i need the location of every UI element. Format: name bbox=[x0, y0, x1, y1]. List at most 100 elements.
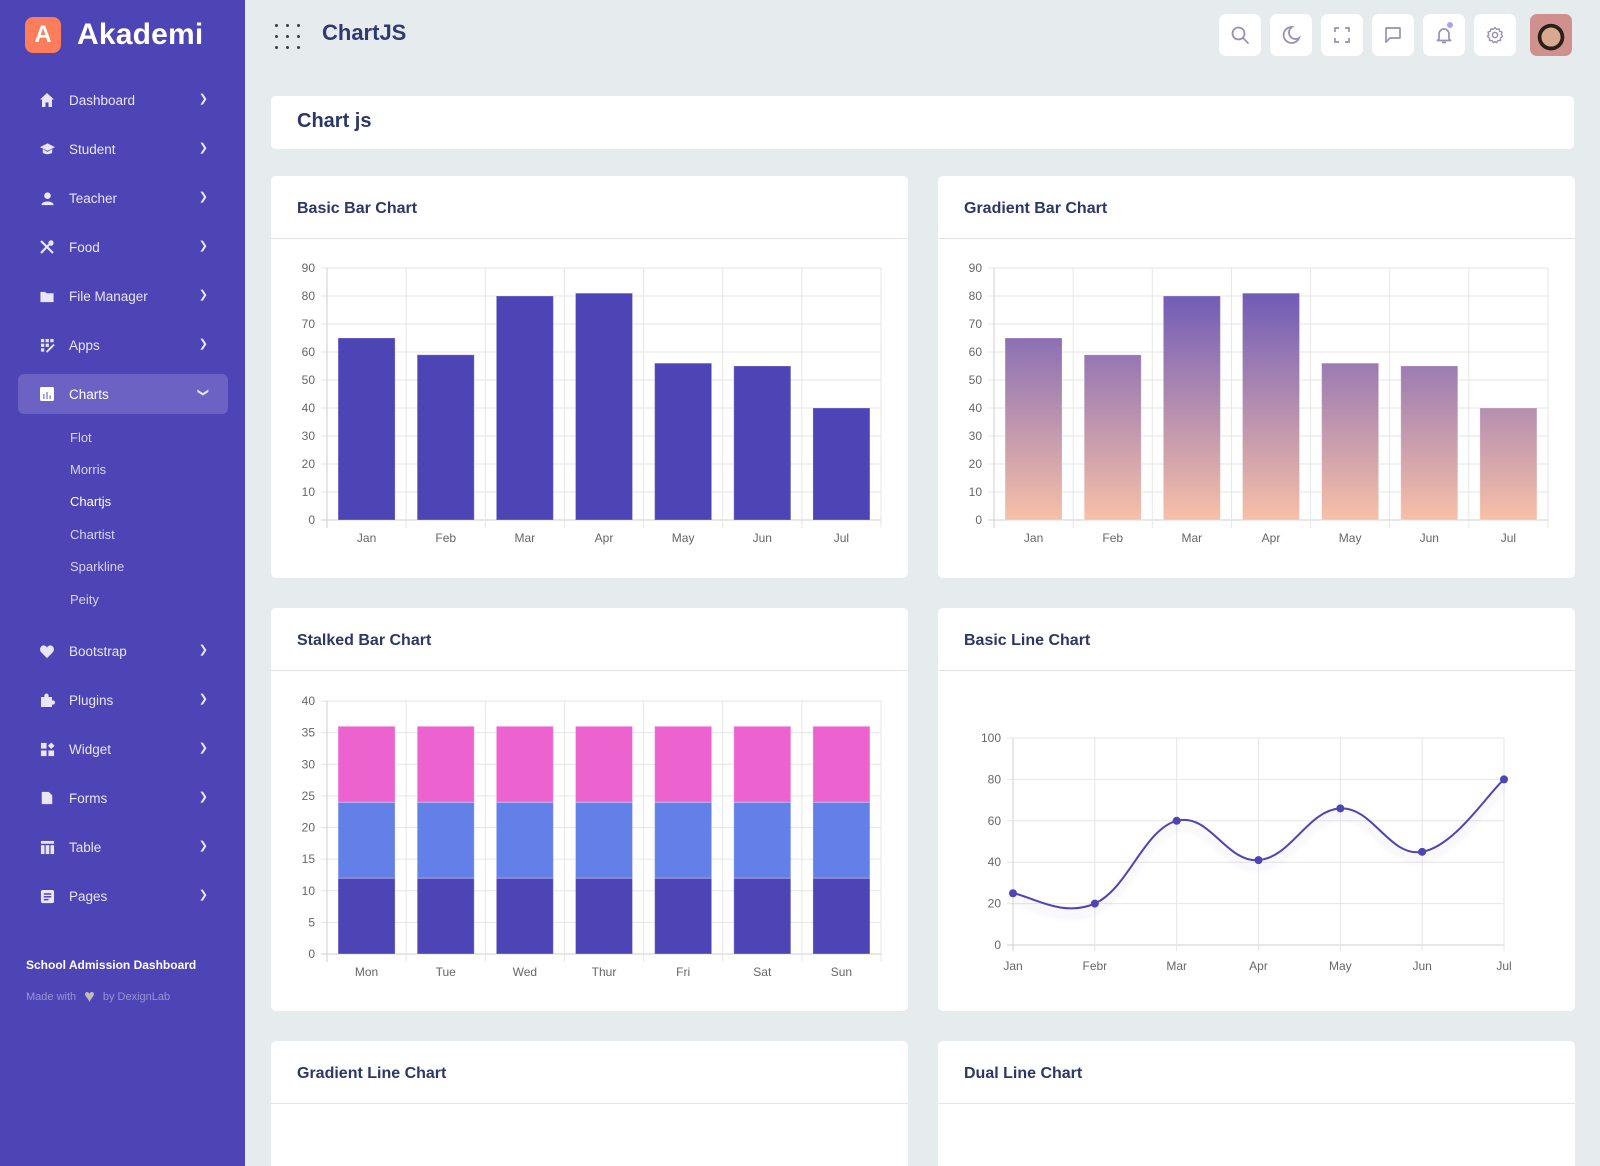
x-tick-label: Apr bbox=[1249, 959, 1268, 973]
sidebar-item-label: Teacher bbox=[69, 190, 118, 206]
bar-segment-wed-s1 bbox=[495, 877, 554, 955]
x-tick-label: Mon bbox=[355, 965, 378, 979]
y-tick-label: 20 bbox=[969, 457, 983, 471]
submenu-item-morris[interactable]: Morris bbox=[70, 462, 107, 478]
bar-segment-mon-s1 bbox=[337, 877, 396, 955]
sidebar-item-file-manager[interactable]: File Manager ❯ bbox=[18, 276, 228, 316]
footer-title: School Admission Dashboard bbox=[26, 958, 197, 972]
bar-segment-tue-s2 bbox=[416, 801, 475, 879]
sidebar-item-dashboard[interactable]: Dashboard ❯ bbox=[18, 80, 228, 120]
bar-segment-wed-s3 bbox=[495, 725, 554, 803]
sidebar-item-table[interactable]: Table ❯ bbox=[18, 827, 228, 867]
chevron-right-icon: ❯ bbox=[198, 338, 208, 350]
chevron-right-icon: ❯ bbox=[198, 289, 208, 301]
card-title: Basic Bar Chart bbox=[271, 176, 908, 239]
x-tick-label: Jul bbox=[1501, 531, 1516, 545]
theme-toggle-button[interactable] bbox=[1270, 14, 1312, 56]
y-tick-label: 50 bbox=[302, 373, 316, 387]
chevron-right-icon: ❯ bbox=[198, 889, 208, 902]
y-tick-label: 25 bbox=[302, 789, 316, 803]
y-tick-label: 15 bbox=[302, 852, 316, 866]
brand-logo: A bbox=[25, 17, 61, 53]
user-avatar[interactable] bbox=[1530, 14, 1572, 56]
x-tick-label: Jul bbox=[834, 531, 849, 545]
y-tick-label: 10 bbox=[302, 884, 316, 898]
header-actions bbox=[1210, 14, 1572, 56]
x-tick-label: Jun bbox=[1420, 531, 1439, 545]
sidebar-item-teacher[interactable]: Teacher ❯ bbox=[18, 178, 228, 218]
data-point-mar bbox=[1172, 816, 1181, 825]
card-title: Dual Line Chart bbox=[938, 1041, 1575, 1104]
y-tick-label: 40 bbox=[988, 855, 1002, 869]
bar-segment-sat-s2 bbox=[733, 801, 792, 879]
submenu-item-flot[interactable]: Flot bbox=[70, 429, 92, 445]
search-button[interactable] bbox=[1219, 14, 1261, 56]
heart-icon: ♥ bbox=[84, 986, 95, 1006]
sidebar-item-bootstrap[interactable]: Bootstrap ❯ bbox=[18, 631, 228, 671]
x-tick-label: Mar bbox=[515, 531, 536, 545]
search-icon bbox=[1231, 26, 1249, 44]
chevron-right-icon: ❯ bbox=[198, 240, 208, 252]
table-icon bbox=[38, 838, 56, 856]
bar-segment-thur-s2 bbox=[575, 801, 633, 879]
notifications-button[interactable] bbox=[1423, 14, 1465, 56]
sidebar-item-charts[interactable]: Charts ❯ bbox=[18, 374, 228, 414]
utensils-icon bbox=[38, 238, 56, 256]
sidebar-item-student[interactable]: Student ❯ bbox=[18, 129, 228, 169]
messages-button[interactable] bbox=[1372, 14, 1414, 56]
sidebar-item-food[interactable]: Food ❯ bbox=[18, 227, 228, 267]
footer-credit: Made with ♥ by DexignLab bbox=[26, 986, 196, 1007]
x-tick-label: Jun bbox=[1412, 959, 1431, 973]
x-tick-label: Feb bbox=[435, 531, 456, 545]
fullscreen-icon bbox=[1334, 27, 1350, 43]
data-point-jun bbox=[1418, 847, 1427, 856]
menu-grid-icon[interactable] bbox=[275, 24, 303, 50]
brand[interactable]: A Akademi bbox=[25, 17, 203, 53]
sidebar-item-label: Pages bbox=[69, 888, 108, 904]
sidebar-item-forms[interactable]: Forms ❯ bbox=[18, 778, 228, 818]
bar-jan bbox=[337, 337, 396, 521]
x-tick-label: Fri bbox=[676, 965, 690, 979]
gradient-bar-chart-card: Gradient Bar Chart 0 10 20 30 40 50 60 70 80 90 Ja… bbox=[938, 176, 1575, 578]
sidebar-item-apps[interactable]: Apps ❯ bbox=[18, 325, 228, 365]
sidebar-item-label: Table bbox=[69, 839, 102, 855]
bar-segment-fri-s2 bbox=[654, 801, 713, 879]
y-tick-label: 5 bbox=[308, 915, 315, 929]
dual-line-chart-card: Dual Line Chart bbox=[938, 1041, 1575, 1166]
x-tick-label: Wed bbox=[513, 965, 537, 979]
bar-jan bbox=[1004, 337, 1063, 521]
sidebar-item-widget[interactable]: Widget ❯ bbox=[18, 729, 228, 769]
widget-icon bbox=[38, 740, 56, 758]
card-title: Stalked Bar Chart bbox=[271, 608, 908, 671]
y-tick-label: 0 bbox=[308, 513, 315, 527]
data-point-apr bbox=[1254, 856, 1263, 865]
sidebar-item-plugins[interactable]: Plugins ❯ bbox=[18, 680, 228, 720]
bar-may bbox=[654, 362, 713, 521]
bar-jul bbox=[812, 407, 871, 521]
submenu-item-chartjs[interactable]: Chartjs bbox=[70, 494, 112, 510]
chevron-right-icon: ❯ bbox=[198, 840, 208, 853]
bar-segment-thur-s3 bbox=[575, 725, 633, 803]
sidebar-item-label: Apps bbox=[69, 337, 100, 353]
y-tick-label: 90 bbox=[969, 261, 983, 275]
apps-icon bbox=[38, 336, 56, 354]
y-tick-label: 20 bbox=[302, 457, 316, 471]
submenu-item-sparkline[interactable]: Sparkline bbox=[70, 559, 125, 575]
notification-dot bbox=[1447, 22, 1453, 28]
settings-button[interactable] bbox=[1474, 14, 1516, 56]
bar-segment-tue-s3 bbox=[416, 725, 475, 803]
x-tick-label: Feb bbox=[1102, 531, 1123, 545]
submenu-item-peity[interactable]: Peity bbox=[70, 591, 99, 607]
y-tick-label: 30 bbox=[969, 429, 983, 443]
folder-icon bbox=[38, 287, 56, 305]
page-header-title: ChartJS bbox=[322, 20, 407, 45]
submenu-item-chartist[interactable]: Chartist bbox=[70, 526, 115, 542]
y-tick-label: 10 bbox=[969, 485, 983, 499]
sidebar-item-pages[interactable]: Pages ❯ bbox=[18, 876, 228, 916]
chevron-right-icon: ❯ bbox=[198, 791, 208, 804]
bar-segment-fri-s3 bbox=[654, 725, 713, 803]
x-tick-label: Tue bbox=[436, 965, 457, 979]
chevron-right-icon: ❯ bbox=[198, 742, 208, 755]
fullscreen-button[interactable] bbox=[1321, 14, 1363, 56]
page-title: Chart js bbox=[297, 110, 372, 132]
